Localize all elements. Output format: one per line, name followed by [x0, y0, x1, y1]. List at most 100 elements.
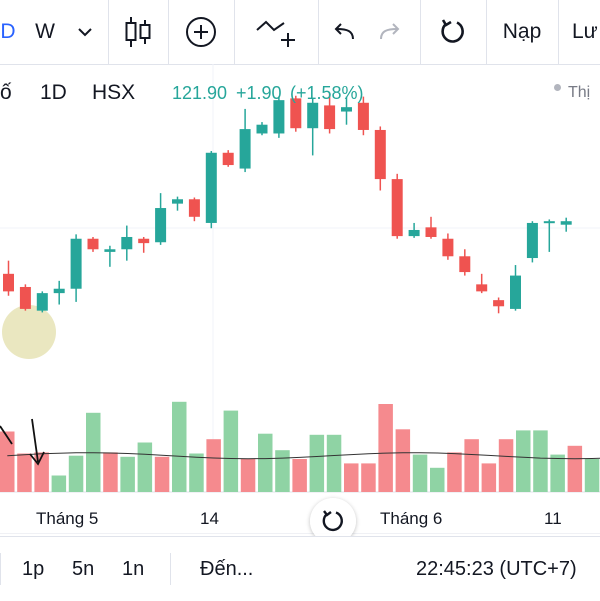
candle-body: [87, 238, 99, 250]
candle-body: [138, 238, 150, 244]
volume-bar: [481, 463, 497, 492]
candle-body: [526, 222, 538, 259]
top-toolbar: D W: [0, 0, 600, 65]
bottom-toolbar: 1p 5n 1n Đến... 22:45:23 (UTC+7): [0, 536, 600, 601]
symbol-name[interactable]: ố: [0, 81, 12, 104]
volume-bar: [120, 456, 135, 492]
volume-bar: [17, 453, 32, 492]
candle-body: [493, 300, 505, 307]
exchange-label: HSX: [92, 81, 136, 104]
volume-bar: [172, 401, 187, 492]
redo-icon[interactable]: [372, 0, 408, 64]
candle-body: [36, 293, 48, 311]
clock-timezone[interactable]: 22:45:23 (UTC+7): [416, 557, 577, 580]
volume-bar: [516, 430, 531, 492]
time-axis-label: 14: [200, 509, 219, 528]
last-price: 121.90: [172, 82, 228, 103]
save-button[interactable]: Lư: [572, 20, 598, 43]
candle-body: [442, 238, 454, 257]
candle-body: [53, 288, 65, 294]
volume-bar: [378, 404, 393, 492]
candle-body: [459, 256, 471, 273]
volume-ma-line: [7, 452, 600, 460]
candle-body: [307, 102, 319, 129]
volume-bar: [206, 439, 221, 492]
volume-bar: [361, 463, 376, 492]
candle-body: [408, 229, 420, 237]
chevron-down-icon[interactable]: [68, 0, 102, 64]
timeframe-label: 1D: [40, 81, 67, 104]
candle-body: [121, 236, 133, 250]
arrow-line: [0, 425, 13, 445]
candle-body: [19, 286, 31, 309]
market-status-label: Thị: [568, 84, 591, 101]
time-axis: Tháng 5 14 Tháng 6 11: [0, 509, 600, 535]
volume-bar: [258, 433, 273, 492]
volume-bar: [550, 454, 565, 492]
volume-bar: [137, 442, 153, 492]
volume-bar: [0, 431, 15, 492]
range-1n-button[interactable]: 1n: [122, 557, 145, 580]
volume-bar: [189, 453, 204, 492]
volume-bar: [292, 459, 307, 492]
chart-area[interactable]: Tháng 5 14 Tháng 6 11: [0, 64, 600, 544]
candle-body: [205, 152, 217, 223]
add-indicator-icon[interactable]: [170, 0, 232, 64]
symbol-legend: ố 1D HSX 121.90 +1.90 (+1.58%) Thị: [0, 78, 600, 108]
candle-body: [357, 102, 369, 130]
time-axis-label: Tháng 6: [380, 509, 442, 528]
volume-bar: [223, 410, 239, 492]
candle-body: [543, 221, 555, 224]
volume-bar: [103, 452, 118, 492]
volume-bar: [275, 450, 290, 492]
candle-body: [273, 100, 285, 134]
candle-body: [155, 208, 167, 243]
candle-body: [341, 107, 352, 112]
candle-body: [425, 227, 437, 237]
range-1p-button[interactable]: 1p: [22, 557, 45, 580]
volume-bar: [567, 445, 583, 492]
compare-symbol-icon[interactable]: [236, 0, 316, 64]
candle-body: [70, 238, 82, 289]
volume-bar: [447, 452, 462, 492]
candle-body: [391, 179, 403, 237]
reset-icon: [322, 510, 343, 532]
price-chart[interactable]: Tháng 5 14 Tháng 6 11: [0, 64, 600, 535]
candlestick-series: [3, 93, 572, 314]
interval-d-button[interactable]: D: [0, 20, 16, 43]
goto-date-button[interactable]: Đến...: [200, 557, 254, 580]
time-axis-label: 11: [544, 509, 562, 528]
candle-body: [3, 273, 14, 292]
candle-body: [239, 129, 251, 169]
interval-w-button[interactable]: W: [35, 20, 55, 43]
range-5n-button[interactable]: 5n: [72, 557, 95, 580]
volume-bar: [240, 459, 256, 492]
volume-bar: [51, 475, 67, 492]
candle-body: [476, 284, 488, 292]
volume-bar: [498, 439, 514, 492]
volume-bar: [68, 455, 84, 492]
candle-body: [510, 275, 521, 309]
candle-body: [188, 199, 200, 217]
candle-body: [290, 98, 302, 129]
volume-bar: [326, 434, 342, 492]
volume-bar: [430, 467, 445, 492]
arrow-annotations: [0, 418, 45, 466]
volume-bars: [0, 401, 600, 492]
candles-icon[interactable]: [110, 0, 166, 64]
candle-body: [222, 152, 234, 166]
volume-bar: [309, 434, 325, 492]
time-axis-label: Tháng 5: [36, 509, 98, 528]
market-status-dot: [554, 84, 561, 91]
refresh-button[interactable]: Nạp: [502, 20, 542, 43]
price-change: +1.90: [236, 82, 282, 103]
reload-icon[interactable]: [422, 0, 484, 64]
candle-body: [374, 129, 386, 180]
undo-icon[interactable]: [326, 0, 362, 64]
candle-body: [256, 124, 268, 134]
volume-bar: [412, 454, 428, 492]
volume-bar: [464, 439, 479, 492]
candle-body: [104, 249, 116, 252]
annotations: [2, 305, 56, 359]
price-change-percent: (+1.58%): [290, 82, 364, 103]
